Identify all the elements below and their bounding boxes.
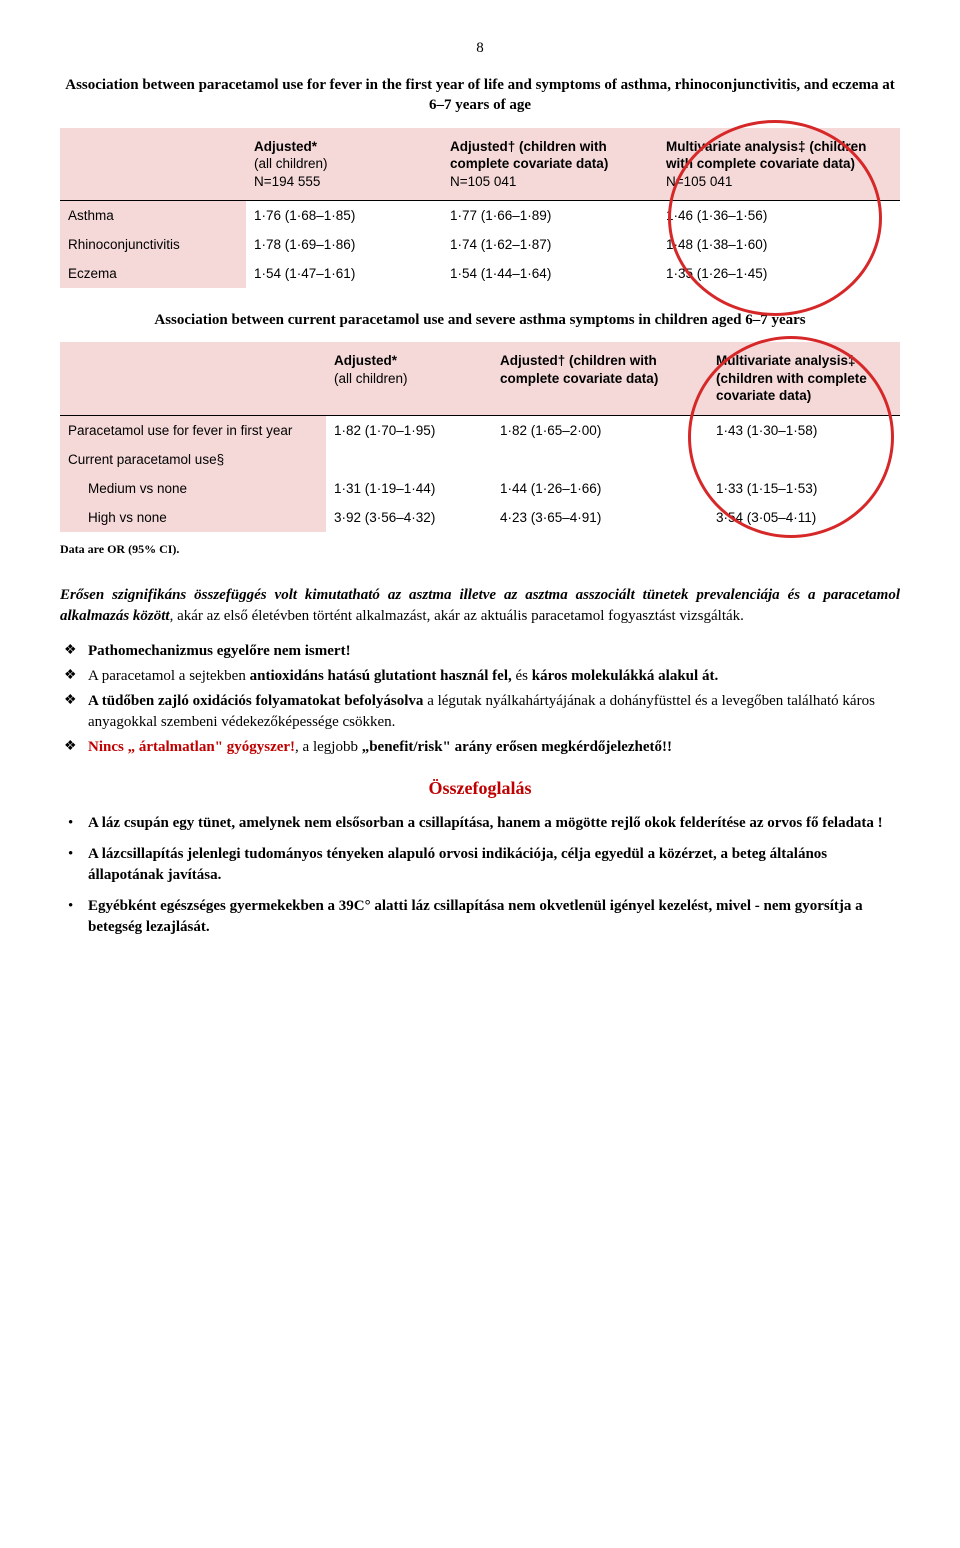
table-row: Eczema 1·54 (1·47–1·61) 1·54 (1·44–1·64)… xyxy=(60,259,900,288)
cell: 1·74 (1·62–1·87) xyxy=(442,230,658,259)
th-c2: Adjusted† (children with complete covari… xyxy=(492,342,708,415)
table1-wrap: Adjusted* (all children) N=194 555 Adjus… xyxy=(60,128,900,289)
list-item: Egyébként egészséges gyermekekben a 39C°… xyxy=(88,896,900,938)
cell: 1·48 (1·38–1·60) xyxy=(658,230,900,259)
th-c2-bold: Adjusted† (children with complete covari… xyxy=(450,139,608,172)
list-item: A paracetamol a sejtekben antioxidáns ha… xyxy=(88,666,900,687)
th-c3: Multivariate analysis‡ (children with co… xyxy=(708,342,900,415)
table2-wrap: Adjusted* (all children) Adjusted† (chil… xyxy=(60,342,900,532)
cell: 1·82 (1·70–1·95) xyxy=(326,416,492,446)
li2-bold: antioxidáns hatású glutationt használ fe… xyxy=(250,668,512,684)
th-c1-bold: Adjusted* xyxy=(334,353,397,368)
table1: Adjusted* (all children) N=194 555 Adjus… xyxy=(60,128,900,289)
table-row: Medium vs none 1·31 (1·19–1·44) 1·44 (1·… xyxy=(60,474,900,503)
th-blank xyxy=(60,342,326,415)
li1-bold: Pathomechanizmus egyelőre nem ismert! xyxy=(88,643,351,659)
li2-post: és xyxy=(512,668,532,684)
cell: 3·92 (3·56–4·32) xyxy=(326,503,492,532)
list-item: A lázcsillapítás jelenlegi tudományos té… xyxy=(88,844,900,886)
page-number: 8 xyxy=(60,40,900,57)
cell xyxy=(708,445,900,474)
li4-red: Nincs „ ártalmatlan" gyógyszer! xyxy=(88,739,295,755)
cell-label: Current paracetamol use§ xyxy=(60,445,326,474)
cell-label: Asthma xyxy=(60,201,246,231)
th-c1-l3: N=194 555 xyxy=(254,174,320,189)
cell: 1·54 (1·47–1·61) xyxy=(246,259,442,288)
cell: 1·76 (1·68–1·85) xyxy=(246,201,442,231)
cell: 1·54 (1·44–1·64) xyxy=(442,259,658,288)
cell-label: Rhinoconjunctivitis xyxy=(60,230,246,259)
li2-bold2: káros molekulákká alakul át. xyxy=(532,668,718,684)
list-item: Nincs „ ártalmatlan" gyógyszer!, a legjo… xyxy=(88,737,900,758)
table-caption: Data are OR (95% CI). xyxy=(60,542,900,557)
th-c2-bold: Adjusted† (children with complete covari… xyxy=(500,353,658,386)
cell: 1·33 (1·15–1·53) xyxy=(708,474,900,503)
cell: 1·77 (1·66–1·89) xyxy=(442,201,658,231)
cell: 1·43 (1·30–1·58) xyxy=(708,416,900,446)
bullet-list: A láz csupán egy tünet, amelynek nem els… xyxy=(60,813,900,938)
th-blank xyxy=(60,128,246,201)
table2: Adjusted* (all children) Adjusted† (chil… xyxy=(60,342,900,532)
diamond-list: Pathomechanizmus egyelőre nem ismert! A … xyxy=(60,641,900,758)
cell-label: Eczema xyxy=(60,259,246,288)
th-c1-l2: (all children) xyxy=(334,371,408,386)
th-c1-bold: Adjusted* xyxy=(254,139,317,154)
summary-heading: Összefoglalás xyxy=(60,778,900,799)
table-row: High vs none 3·92 (3·56–4·32) 4·23 (3·65… xyxy=(60,503,900,532)
th-c1: Adjusted* (all children) N=194 555 xyxy=(246,128,442,201)
li4-bold: „benefit/risk" arány erősen megkérdőjele… xyxy=(362,739,672,755)
table-row: Asthma 1·76 (1·68–1·85) 1·77 (1·66–1·89)… xyxy=(60,201,900,231)
cell: 1·78 (1·69–1·86) xyxy=(246,230,442,259)
th-c3-l2: N=105 041 xyxy=(666,174,732,189)
th-c1: Adjusted* (all children) xyxy=(326,342,492,415)
table-row: Paracetamol use for fever in first year … xyxy=(60,416,900,446)
b1: A láz csupán egy tünet, amelynek nem els… xyxy=(88,815,883,831)
cell: 1·82 (1·65–2·00) xyxy=(492,416,708,446)
cell: 1·31 (1·19–1·44) xyxy=(326,474,492,503)
table2-title: Association between current paracetamol … xyxy=(60,310,900,330)
th-c3: Multivariate analysis‡ (children with co… xyxy=(658,128,900,201)
cell xyxy=(326,445,492,474)
cell-label: High vs none xyxy=(60,503,326,532)
cell: 1·46 (1·36–1·56) xyxy=(658,201,900,231)
th-c1-l2: (all children) xyxy=(254,156,328,171)
b3: Egyébként egészséges gyermekekben a 39C°… xyxy=(88,898,863,935)
list-item: A tüdőben zajló oxidációs folyamatokat b… xyxy=(88,691,900,733)
paragraph-1: Erősen szignifikáns összefüggés volt kim… xyxy=(60,585,900,627)
cell-label: Medium vs none xyxy=(60,474,326,503)
table-row: Current paracetamol use§ xyxy=(60,445,900,474)
cell: 3·54 (3·05–4·11) xyxy=(708,503,900,532)
list-item: Pathomechanizmus egyelőre nem ismert! xyxy=(88,641,900,662)
cell-label: Paracetamol use for fever in first year xyxy=(60,416,326,446)
cell: 1·44 (1·26–1·66) xyxy=(492,474,708,503)
table-row: Rhinoconjunctivitis 1·78 (1·69–1·86) 1·7… xyxy=(60,230,900,259)
li2-pre: A paracetamol a sejtekben xyxy=(88,668,250,684)
th-c2-l2: N=105 041 xyxy=(450,174,516,189)
cell: 4·23 (3·65–4·91) xyxy=(492,503,708,532)
list-item: A láz csupán egy tünet, amelynek nem els… xyxy=(88,813,900,834)
li4-post: , a legjobb xyxy=(295,739,362,755)
th-c3-bold: Multivariate analysis‡ (children with co… xyxy=(716,353,867,403)
th-c2: Adjusted† (children with complete covari… xyxy=(442,128,658,201)
p1-rest: , akár az első életévben történt alkalma… xyxy=(170,608,744,624)
cell xyxy=(492,445,708,474)
li3-bold: A tüdőben zajló oxidációs folyamatokat b… xyxy=(88,693,423,709)
cell: 1·35 (1·26–1·45) xyxy=(658,259,900,288)
table1-title: Association between paracetamol use for … xyxy=(60,75,900,116)
th-c3-bold: Multivariate analysis‡ (children with co… xyxy=(666,139,866,172)
b2: A lázcsillapítás jelenlegi tudományos té… xyxy=(88,846,827,883)
